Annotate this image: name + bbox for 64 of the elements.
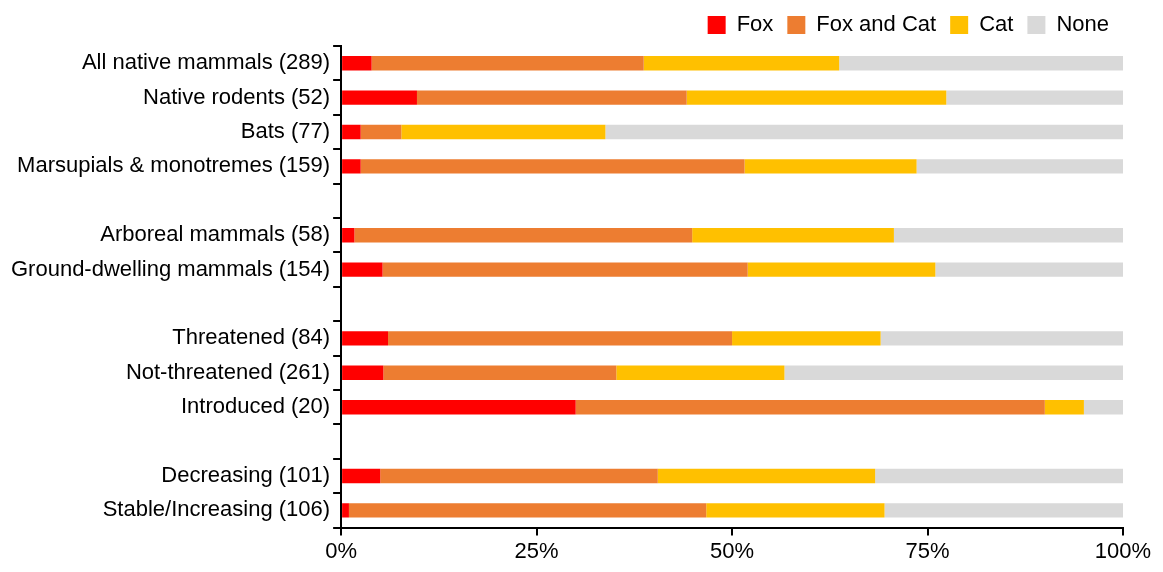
x-tick-label: 25% xyxy=(514,537,559,563)
bar xyxy=(1044,399,1084,415)
bar xyxy=(342,55,372,71)
bar xyxy=(416,90,687,105)
y-tick-label: Stable/Increasing (106) xyxy=(102,496,331,522)
bar xyxy=(342,468,381,484)
y-tick-label: Ground-dwelling mammals (154) xyxy=(10,255,331,281)
legend-label: Fox xyxy=(736,11,774,37)
bar xyxy=(348,503,707,518)
bar xyxy=(839,55,1123,71)
bar xyxy=(643,55,840,71)
y-tick-label: Bats (77) xyxy=(240,118,331,144)
y-tick-label: Native rodents (52) xyxy=(143,83,331,109)
y-tick-label: Threatened (84) xyxy=(172,324,331,350)
bar xyxy=(916,159,1123,174)
bar xyxy=(342,159,361,174)
legend-label: None xyxy=(1056,11,1109,37)
bar xyxy=(706,503,885,518)
bar xyxy=(732,331,881,346)
bar xyxy=(342,399,576,415)
bar xyxy=(342,503,349,518)
bar xyxy=(342,90,417,105)
legend-label: Cat xyxy=(979,11,1014,37)
bar xyxy=(875,468,1123,484)
bar xyxy=(1083,399,1123,415)
bar xyxy=(884,503,1123,518)
bar xyxy=(605,124,1123,140)
bar xyxy=(744,159,917,174)
bar xyxy=(360,124,402,140)
bar xyxy=(657,468,876,484)
bar xyxy=(575,399,1045,415)
bar xyxy=(342,331,389,346)
y-tick-label: Decreasing (101) xyxy=(161,462,331,488)
bar xyxy=(354,227,693,243)
x-tick-label: 100% xyxy=(1094,537,1152,563)
bar xyxy=(935,262,1123,277)
bar xyxy=(388,331,733,346)
y-tick-label: All native mammals (289) xyxy=(81,49,331,75)
bar xyxy=(401,124,606,140)
bar xyxy=(380,468,658,484)
y-tick-label: Arboreal mammals (58) xyxy=(100,221,331,247)
bar xyxy=(342,365,384,381)
x-tick-label: 75% xyxy=(905,537,950,563)
bar xyxy=(342,227,355,243)
bar xyxy=(893,227,1123,243)
x-tick-label: 0% xyxy=(325,537,358,563)
y-tick-label: Introduced (20) xyxy=(180,393,331,419)
legend-label: Fox and Cat xyxy=(816,11,937,37)
bar xyxy=(342,124,361,140)
bar xyxy=(371,55,644,71)
bar xyxy=(616,365,785,381)
y-tick-label: Not-threatened (261) xyxy=(125,358,331,384)
bar xyxy=(382,262,748,277)
bar xyxy=(692,227,894,243)
y-tick-label: Marsupials & monotremes (159) xyxy=(17,152,331,178)
bar xyxy=(784,365,1123,381)
bar xyxy=(360,159,745,174)
x-tick-label: 50% xyxy=(710,537,755,563)
bar xyxy=(383,365,617,381)
bar xyxy=(342,262,383,277)
bar xyxy=(880,331,1123,346)
bar xyxy=(946,90,1123,105)
bar xyxy=(747,262,936,277)
bar xyxy=(686,90,947,105)
